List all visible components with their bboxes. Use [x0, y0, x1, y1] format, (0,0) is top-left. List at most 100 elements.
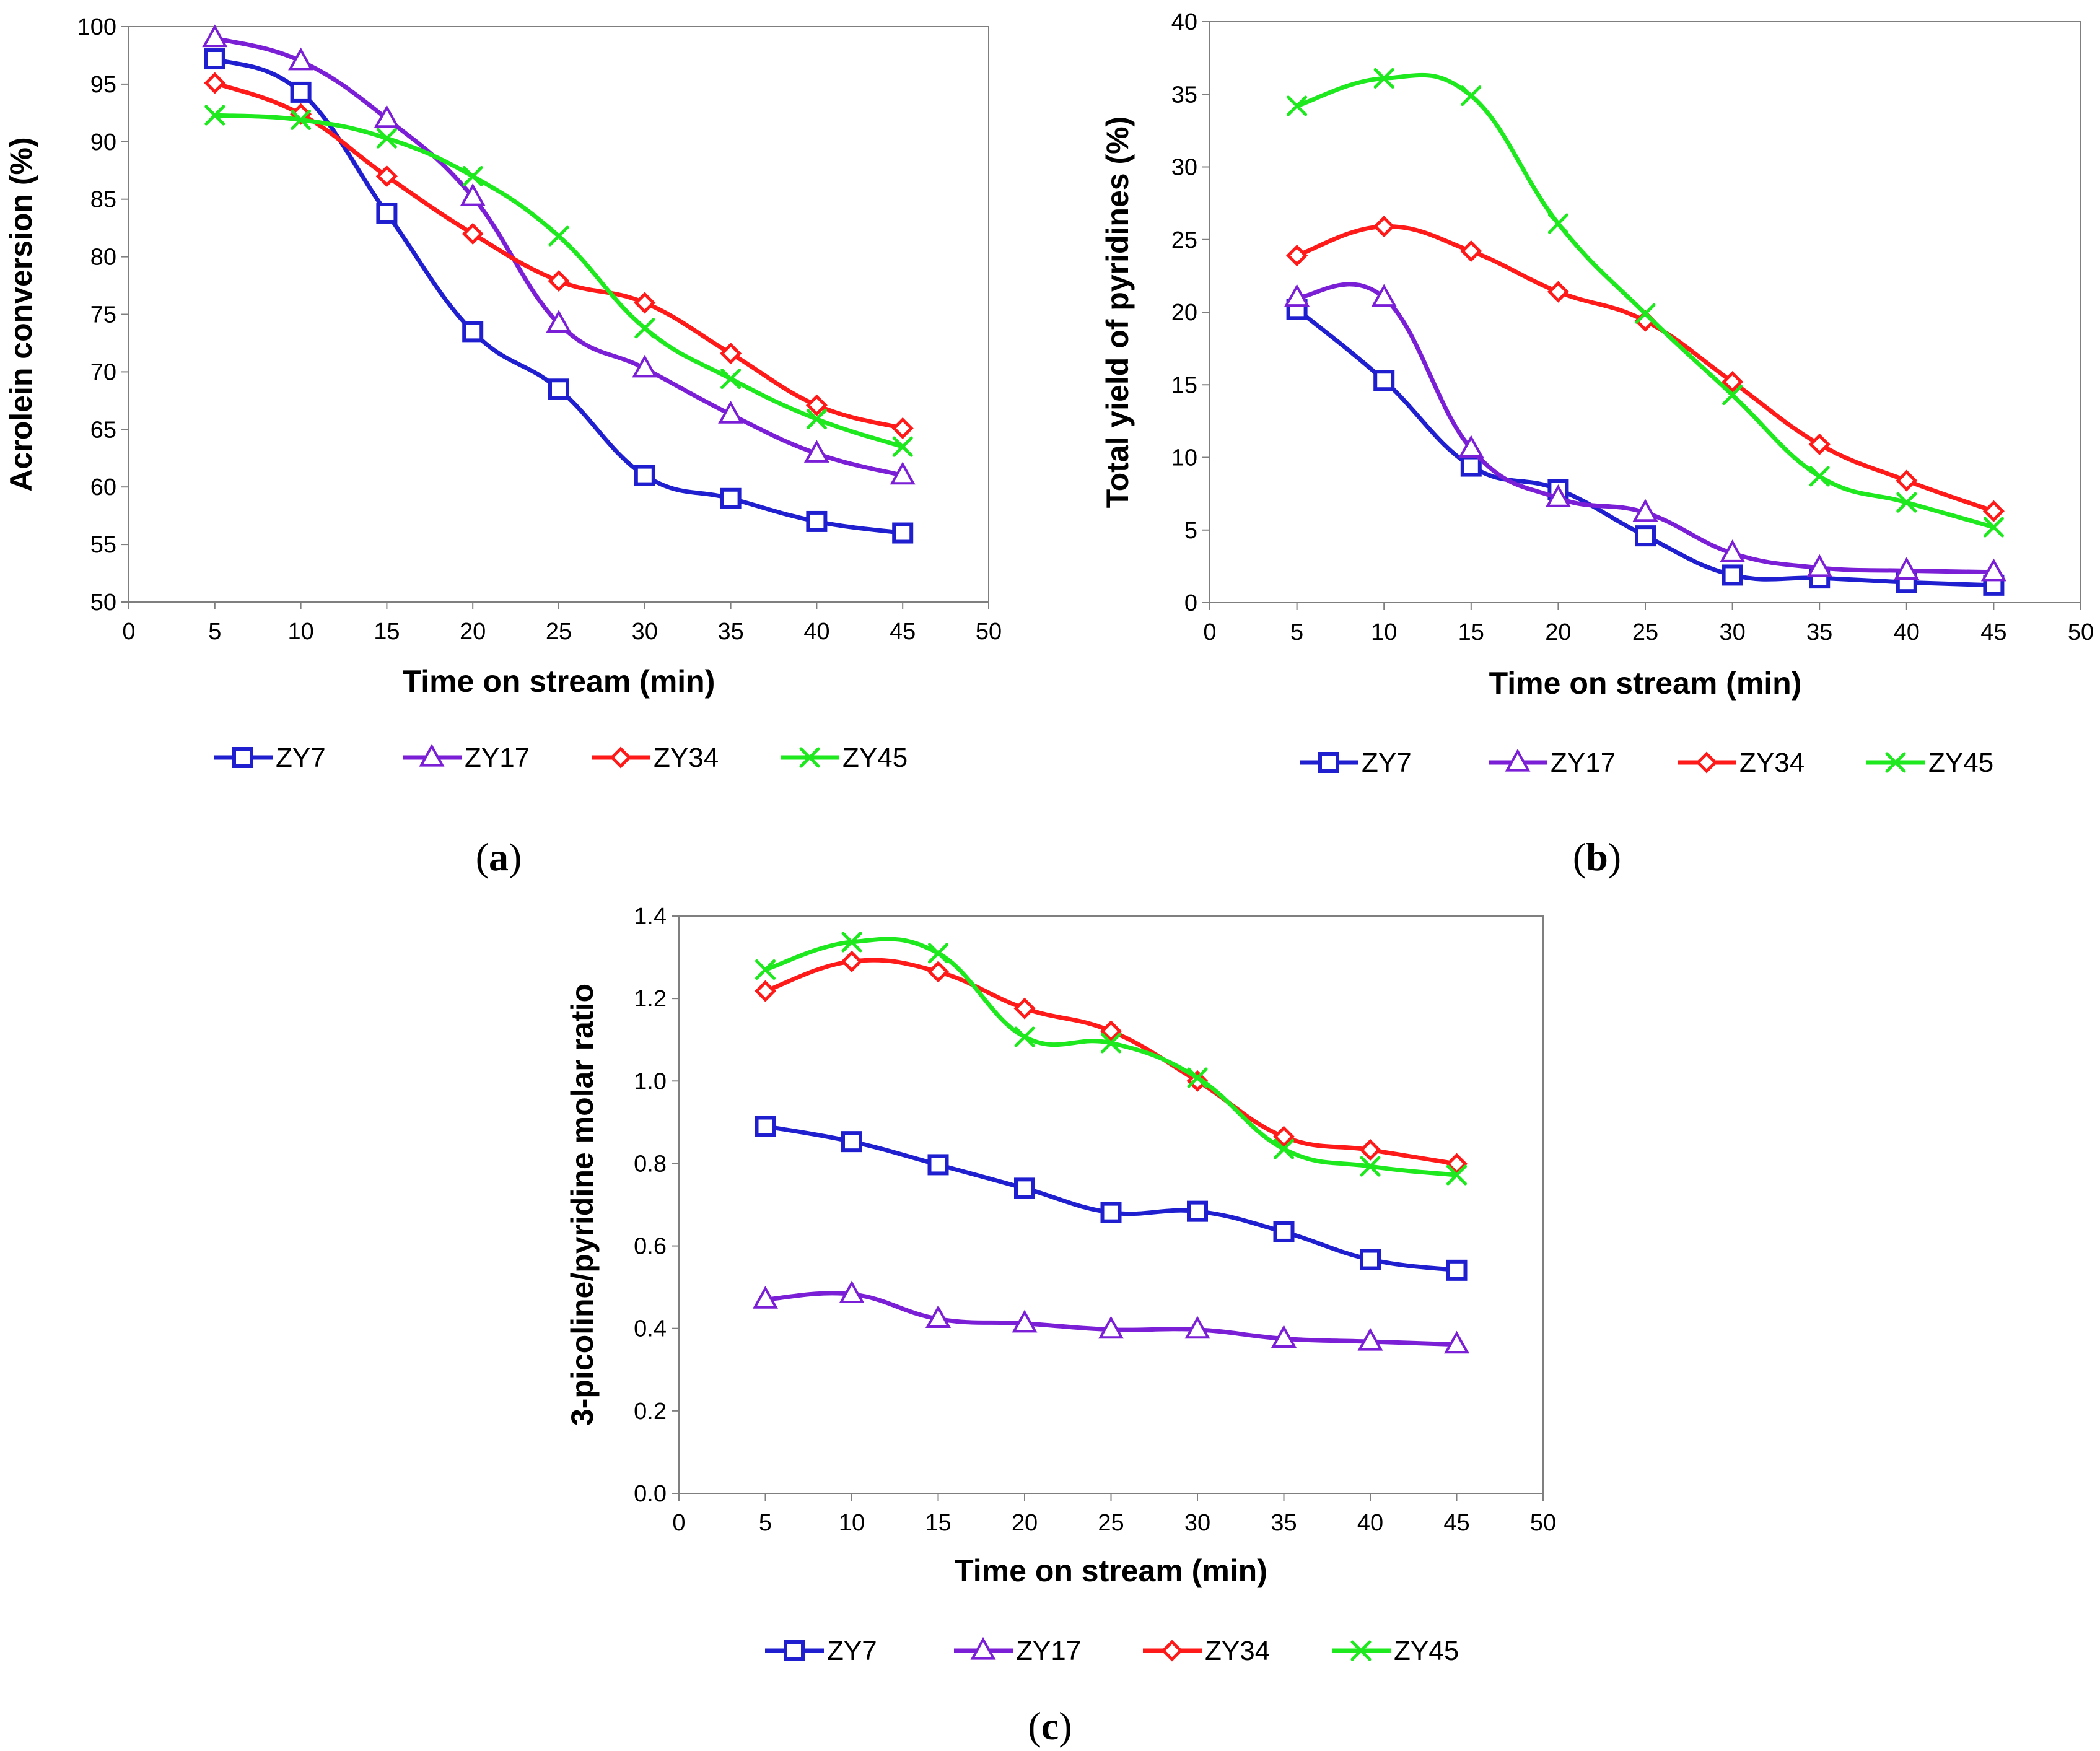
data-point-ZY17-30 — [1184, 1316, 1210, 1339]
data-point-ZY17-10 — [1371, 284, 1397, 307]
data-point-ZY45-35 — [1274, 1138, 1294, 1159]
legend: ZY7 ZY17 ZY34 ZY45 — [214, 743, 908, 773]
data-point-ZY34-15 — [375, 165, 398, 188]
x-tick-label: 20 — [1012, 1510, 1038, 1536]
data-point-ZY45-15 — [1461, 85, 1482, 107]
data-point-ZY7-10 — [290, 81, 312, 103]
legend-marker-ZY45 — [1885, 752, 1906, 773]
data-point-ZY45-25 — [548, 225, 569, 247]
y-tick-label: 1.2 — [634, 986, 667, 1012]
x-tick-label: 40 — [1357, 1510, 1383, 1536]
x-tick-label: 5 — [759, 1510, 772, 1536]
data-point-ZY45-40 — [1360, 1156, 1381, 1177]
data-point-ZY34-40 — [805, 394, 828, 416]
data-point-ZY7-40 — [1360, 1249, 1381, 1270]
legend-label-ZY17: ZY17 — [465, 743, 530, 773]
legend-marker-ZY17 — [1505, 748, 1531, 772]
legend: ZY7 ZY17 ZY34 ZY45 — [1300, 748, 1993, 778]
data-point-ZY34-30 — [1722, 371, 1744, 393]
legend-marker-ZY7 — [232, 747, 253, 768]
legend-label-ZY7: ZY7 — [276, 743, 326, 773]
data-point-ZY45-10 — [841, 932, 862, 953]
legend-label-ZY45: ZY45 — [1394, 1636, 1459, 1666]
series-ZY7 — [755, 1116, 1468, 1281]
y-tick-label: 50 — [90, 590, 116, 616]
y-tick-label: 60 — [90, 474, 116, 500]
data-point-ZY7-15 — [927, 1154, 949, 1176]
data-point-ZY34-30 — [634, 292, 656, 314]
data-point-ZY17-35 — [718, 401, 744, 424]
legend-marker-ZY17 — [970, 1636, 996, 1660]
x-tick-label: 5 — [1290, 619, 1303, 645]
data-point-ZY45-20 — [462, 166, 483, 187]
legend-marker-ZY34 — [1161, 1640, 1183, 1662]
data-point-ZY7-10 — [841, 1131, 862, 1153]
data-point-ZY7-30 — [1722, 564, 1743, 586]
data-point-ZY17-30 — [632, 354, 658, 378]
chart-b: 0 5 10 15 20 25 30 35 40 0 5 10 15 20 25 30 35 40 45 50 Time… — [1100, 9, 2094, 778]
data-point-ZY34-45 — [891, 417, 914, 439]
x-tick-label: 15 — [374, 619, 400, 645]
data-point-ZY45-30 — [1187, 1067, 1208, 1088]
data-point-ZY45-5 — [755, 959, 776, 980]
data-point-ZY45-35 — [1809, 466, 1830, 487]
x-tick-label: 50 — [2068, 619, 2094, 645]
y-tick-label: 35 — [1171, 82, 1197, 108]
x-tick-label: 45 — [1443, 1510, 1469, 1536]
y-axis-title: Total yield of pyridines (%) — [1100, 116, 1135, 508]
data-point-ZY7-40 — [806, 510, 828, 532]
data-point-ZY17-10 — [839, 1280, 865, 1304]
legend-label-ZY45: ZY45 — [842, 743, 908, 773]
y-tick-label: 70 — [90, 359, 116, 385]
data-point-ZY45-45 — [1446, 1164, 1467, 1186]
data-point-ZY17-40 — [1357, 1327, 1383, 1351]
panel-label-c: (c) — [1028, 1704, 1072, 1748]
data-point-ZY34-25 — [1100, 1020, 1122, 1042]
data-point-ZY7-10 — [1373, 370, 1395, 391]
x-tick-label: 40 — [1894, 619, 1920, 645]
data-point-ZY45-30 — [634, 318, 655, 339]
data-point-ZY34-15 — [927, 961, 950, 983]
data-point-ZY45-20 — [1547, 213, 1568, 234]
y-tick-label: 95 — [90, 72, 116, 98]
data-point-ZY7-45 — [1446, 1259, 1468, 1281]
x-tick-label: 20 — [460, 619, 486, 645]
y-tick-label: 90 — [90, 129, 116, 155]
data-point-ZY7-25 — [1100, 1202, 1122, 1223]
legend-label-ZY34: ZY34 — [1205, 1636, 1270, 1666]
y-tick-label: 30 — [1171, 155, 1197, 181]
y-tick-label: 10 — [1171, 445, 1197, 471]
series-ZY45 — [204, 105, 913, 457]
data-point-ZY17-25 — [546, 310, 572, 333]
data-point-ZY34-15 — [1460, 240, 1482, 263]
series-line-ZY17 — [1297, 282, 1994, 575]
legend-label-ZY34: ZY34 — [1739, 748, 1805, 778]
data-point-ZY17-45 — [1980, 558, 2006, 582]
y-tick-label: 0.6 — [634, 1234, 667, 1260]
data-point-ZY45-15 — [928, 943, 948, 964]
legend-marker-ZY17 — [419, 743, 445, 767]
legend-marker-ZY45 — [799, 747, 820, 768]
y-tick-label: 85 — [90, 187, 116, 213]
data-point-ZY45-40 — [1896, 492, 1917, 513]
x-tick-label: 30 — [632, 619, 658, 645]
chart-c: 0.0 0.2 0.4 0.6 0.8 1.0 1.2 1.4 0 5 10 15 20 25 30 35 40… — [565, 904, 1556, 1666]
data-point-ZY45-5 — [204, 105, 225, 126]
series-line-ZY45 — [1296, 72, 1995, 530]
x-axis-title: Time on stream (min) — [403, 664, 715, 699]
data-point-ZY34-20 — [462, 222, 484, 245]
legend-marker-ZY45 — [1350, 1640, 1372, 1661]
data-point-ZY17-45 — [1443, 1330, 1470, 1354]
y-tick-label: 15 — [1171, 372, 1197, 398]
data-point-ZY7-35 — [720, 487, 742, 509]
y-axis-title: Acrolein conversion (%) — [4, 137, 38, 491]
data-point-ZY17-5 — [752, 1286, 779, 1309]
data-point-ZY34-40 — [1359, 1138, 1381, 1161]
y-tick-label: 40 — [1171, 9, 1197, 35]
data-point-ZY34-5 — [754, 980, 777, 1002]
data-point-ZY34-45 — [1982, 500, 2005, 522]
data-point-ZY34-40 — [1896, 469, 1918, 492]
x-tick-label: 15 — [925, 1510, 951, 1536]
series-line-ZY34 — [214, 81, 904, 430]
legend-marker-ZY7 — [784, 1640, 805, 1661]
